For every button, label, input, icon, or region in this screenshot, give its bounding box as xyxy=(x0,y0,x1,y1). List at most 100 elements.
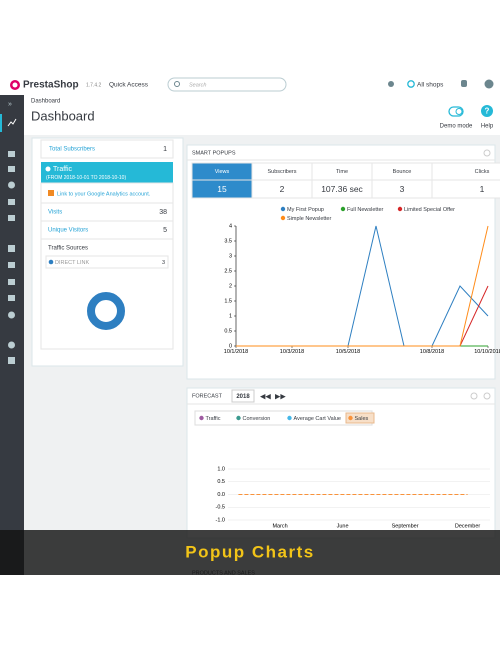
search-box[interactable] xyxy=(167,77,287,92)
source-donut xyxy=(87,292,125,330)
table-value-cell xyxy=(431,179,500,199)
table-value: 2 xyxy=(280,184,285,194)
sidebar-icon[interactable] xyxy=(8,151,15,157)
source-name: DIRECT LINK xyxy=(55,260,89,266)
table-value: 1 xyxy=(480,184,485,194)
demo-toggle[interactable] xyxy=(448,106,464,117)
table-header: Clicks xyxy=(475,169,490,175)
shop-icon xyxy=(407,80,415,88)
x-tick-label: December xyxy=(455,523,481,529)
y-tick-label: -0.5 xyxy=(216,505,225,511)
sidebar-icon[interactable] xyxy=(8,181,15,189)
prev-year[interactable]: ◀◀ xyxy=(260,393,271,400)
legend-label: Full Newsletter xyxy=(347,207,384,213)
sidebar xyxy=(0,95,24,575)
config-icon[interactable] xyxy=(470,392,478,400)
sidebar-toggle[interactable]: » xyxy=(8,101,12,108)
legend-swatch xyxy=(236,415,241,421)
x-tick-label: March xyxy=(272,523,287,529)
legend-swatch xyxy=(280,215,286,221)
legend-button[interactable] xyxy=(234,413,282,423)
forecast-year: 2018 xyxy=(236,394,250,400)
legend-label: Average Cart Value xyxy=(294,416,342,422)
sidebar-icon[interactable] xyxy=(8,279,15,285)
analytics-icon xyxy=(48,190,54,196)
table-header: Views xyxy=(215,169,230,175)
sidebar-icon[interactable] xyxy=(8,199,15,205)
shop-select[interactable]: All shops xyxy=(417,82,444,89)
refresh-icon[interactable] xyxy=(483,149,491,157)
notifications-icon[interactable] xyxy=(461,80,467,87)
demo-mode[interactable]: Demo mode xyxy=(440,124,473,130)
page-title: Dashboard xyxy=(31,108,95,123)
legend-label: Limited Special Offer xyxy=(404,207,455,213)
popups-title: SMART POPUPS xyxy=(192,150,236,156)
y-tick-label: 1.0 xyxy=(217,466,225,472)
analytics-link[interactable]: Link to your Google Analytics account. xyxy=(57,191,151,197)
legend-label: Traffic xyxy=(206,416,221,422)
help-glyph: ? xyxy=(485,107,490,116)
profile-icon[interactable] xyxy=(484,79,494,89)
popups-table: Views 15 Subscribers 2 Time 107.36 sec Bounce 3… xyxy=(191,162,500,199)
table-value: 3 xyxy=(400,184,405,194)
version: 1.7.4.2 xyxy=(86,82,102,88)
unique-label[interactable]: Unique Visitors xyxy=(48,228,88,234)
table-header: Subscribers xyxy=(267,169,296,175)
sidebar-icon[interactable] xyxy=(8,215,15,221)
y-tick-label: 3.5 xyxy=(224,238,232,244)
page-header xyxy=(24,95,500,135)
sidebar-icons xyxy=(8,151,15,364)
source-row xyxy=(45,255,169,269)
breadcrumb: Dashboard xyxy=(31,99,60,105)
legend-label: My First Popup xyxy=(287,207,324,213)
traffic-title: Traffic xyxy=(53,166,73,173)
banner-text: Popup Charts xyxy=(185,542,314,561)
settings-icon[interactable] xyxy=(388,81,394,87)
y-tick-label: 2 xyxy=(229,283,232,289)
help[interactable]: Help xyxy=(481,124,494,130)
refresh-icon[interactable] xyxy=(483,392,491,400)
traffic-range: (FROM 2018-10-01 TO 2018-10-10) xyxy=(46,175,126,181)
sidebar-icon[interactable] xyxy=(8,166,15,172)
sidebar-icon[interactable] xyxy=(8,341,15,349)
traffic-icon xyxy=(45,166,51,172)
sidebar-icon[interactable] xyxy=(7,118,17,127)
quick-access[interactable]: Quick Access xyxy=(109,82,149,89)
search-icon xyxy=(174,81,180,87)
total-subscribers-label[interactable]: Total Subscribers xyxy=(49,147,95,153)
visits-label[interactable]: Visits xyxy=(48,210,62,216)
forecast-title: FORECAST xyxy=(192,393,223,399)
sidebar-icon[interactable] xyxy=(8,357,15,364)
legend-swatch xyxy=(348,415,353,421)
x-tick-label: 10/8/2018 xyxy=(420,349,444,355)
y-tick-label: -1.0 xyxy=(216,517,225,523)
forecast-chart: Traffic Conversion Average Cart Value Sales… xyxy=(194,410,490,529)
help-icon[interactable] xyxy=(481,105,493,117)
unique: 5 xyxy=(163,227,167,234)
year-select[interactable] xyxy=(231,389,255,403)
legend-button[interactable] xyxy=(197,413,231,423)
total-subscribers: 1 xyxy=(163,146,167,153)
legend-swatch xyxy=(397,206,403,212)
sidebar-icon[interactable] xyxy=(8,311,15,319)
next-year[interactable]: ▶▶ xyxy=(275,393,286,400)
legend-label: Conversion xyxy=(243,416,271,422)
y-tick-label: 0.5 xyxy=(217,479,225,485)
visits: 38 xyxy=(159,209,167,216)
sidebar-icon[interactable] xyxy=(8,262,15,268)
legend-swatch xyxy=(287,415,292,421)
legend-swatch xyxy=(199,415,204,421)
subscribers-row xyxy=(40,139,174,159)
legend-button[interactable] xyxy=(345,412,375,424)
sidebar-icon[interactable] xyxy=(8,295,15,301)
source-value: 3 xyxy=(162,260,165,266)
legend-label: Sales xyxy=(355,416,369,422)
sidebar-icon[interactable] xyxy=(8,245,15,252)
x-tick-label: 10/5/2018 xyxy=(336,349,360,355)
x-tick-label: June xyxy=(337,523,349,529)
legend-button[interactable] xyxy=(285,413,343,423)
logo-eye xyxy=(12,82,18,88)
traffic-header xyxy=(41,162,173,183)
y-tick-label: 4 xyxy=(229,223,232,229)
